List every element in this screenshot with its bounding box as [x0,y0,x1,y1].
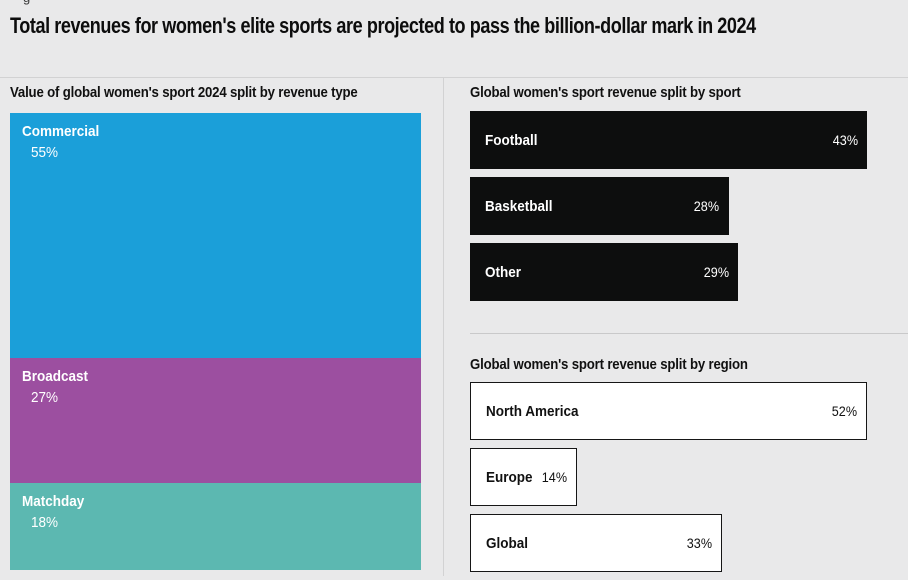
region-section-divider [470,333,908,334]
sport-bar-group: Football 43% Basketball 28% Other 29% [470,111,867,309]
bar-value: 33% [686,535,712,551]
bar-north-america: North America 52% [470,382,867,440]
revenue-type-chart-title: Value of global women's sport 2024 split… [10,84,358,101]
cropped-text-fragment: g [23,0,30,5]
page-title: Total revenues for women's elite sports … [10,13,756,38]
bar-global: Global 33% [470,514,722,572]
bar-value: 28% [694,198,720,214]
headline-wrap: Total revenues for women's elite sports … [10,13,908,45]
region-chart-title: Global women's sport revenue split by re… [470,356,748,373]
bar-football: Football 43% [470,111,867,169]
bar-value: 52% [831,403,857,419]
bar-label: Europe [486,468,533,486]
bar-label: Football [485,131,538,149]
column-divider [443,77,444,576]
segment-commercial: Commercial 55% [10,113,421,358]
segment-matchday: Matchday 18% [10,483,421,570]
bar-label: Basketball [485,197,553,215]
segment-value: 27% [31,388,59,406]
segment-label: Commercial [22,123,100,140]
bar-value: 29% [703,264,729,280]
bar-label: Other [485,263,522,281]
sport-chart-title: Global women's sport revenue split by sp… [470,84,741,101]
top-divider [0,77,908,78]
segment-label: Matchday [22,493,85,511]
bar-basketball: Basketball 28% [470,177,729,235]
segment-value: 18% [31,514,59,532]
bar-label: Global [486,534,529,552]
bar-value: 43% [832,132,858,148]
segment-label: Broadcast [22,367,89,385]
region-bar-group: North America 52% Europe 14% Global 33% [470,382,867,580]
segment-value: 55% [31,144,59,161]
segment-broadcast: Broadcast 27% [10,357,421,484]
bar-other: Other 29% [470,243,738,301]
bar-value: 14% [541,469,567,485]
revenue-type-stacked-bar: Commercial 55% Broadcast 27% Matchday 18… [10,113,421,570]
bar-europe: Europe 14% [470,448,577,506]
bar-label: North America [486,402,579,420]
